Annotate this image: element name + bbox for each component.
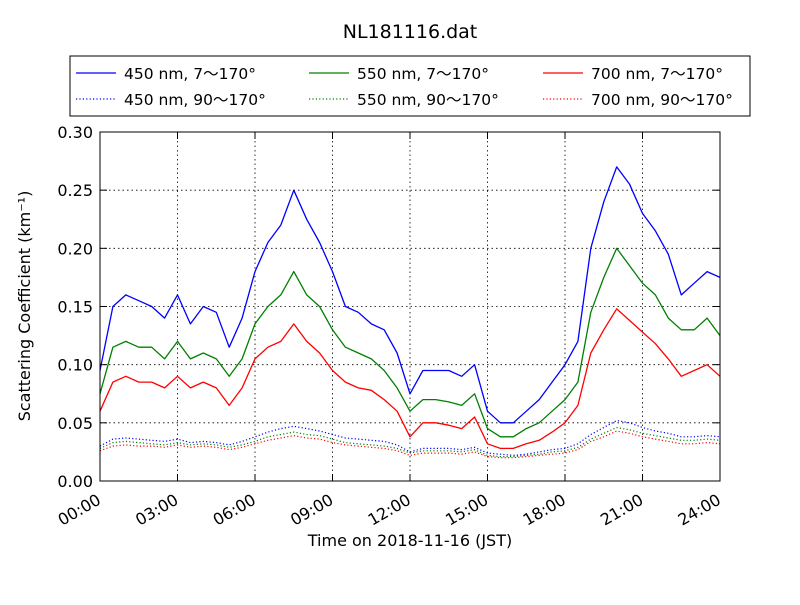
chart-title: NL181116.dat (343, 21, 478, 43)
legend: 450 nm, 7～170° 450 nm, 90～170° 550 nm, 7～1… (69, 55, 751, 117)
y-axis-label: Scattering Coefficient (km⁻¹) (15, 191, 34, 422)
x-tick-label: 15:00 (442, 490, 491, 530)
y-tick-label: 0.25 (57, 181, 93, 200)
y-tick-label: 0.05 (57, 414, 93, 433)
y-tick-label: 0.10 (57, 356, 93, 375)
legend-label-3: 550 nm, 90～170° (357, 91, 499, 109)
series-line-3 (99, 426, 721, 458)
x-tick-label: 18:00 (520, 490, 569, 530)
legend-label-1: 450 nm, 90～170° (124, 91, 266, 109)
x-tick-label: 12:00 (365, 490, 414, 530)
legend-label-4: 700 nm, 7～170° (591, 65, 723, 83)
series-layer (99, 166, 721, 459)
x-tick-label: 06:00 (210, 490, 259, 530)
y-tick-label: 0.00 (57, 472, 93, 491)
x-tick-label: 21:00 (597, 490, 646, 530)
legend-box (69, 55, 751, 117)
x-tick-label: 03:00 (132, 490, 181, 530)
legend-label-2: 550 nm, 7～170° (357, 65, 489, 83)
series-line-1 (99, 419, 721, 456)
x-tick-label: 24:00 (675, 490, 724, 530)
x-tick-label: 00:00 (55, 490, 104, 530)
y-tick-label: 0.20 (57, 239, 93, 258)
series-line-4 (99, 308, 721, 450)
legend-label-0: 450 nm, 7～170° (124, 65, 256, 83)
x-tick-label: 09:00 (287, 490, 336, 530)
series-line-2 (99, 247, 721, 438)
series-line-0 (99, 166, 721, 424)
x-axis-label: Time on 2018-11-16 (JST) (307, 531, 512, 550)
legend-label-5: 700 nm, 90～170° (591, 91, 733, 109)
y-tick-label: 0.15 (57, 298, 93, 317)
y-tick-label: 0.30 (57, 123, 93, 142)
